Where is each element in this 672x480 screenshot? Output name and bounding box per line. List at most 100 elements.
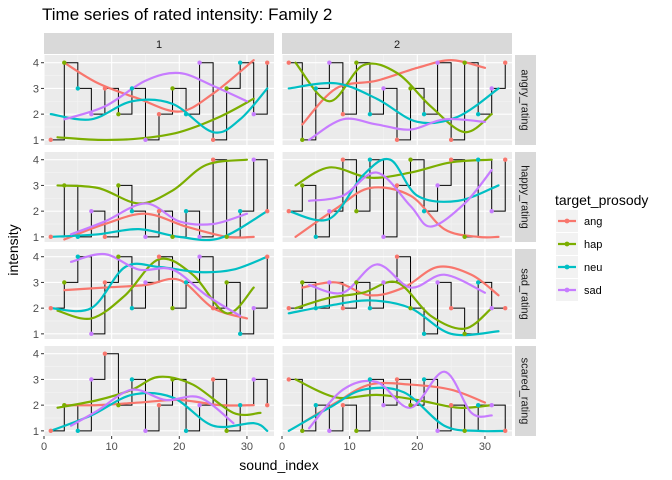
- data-point-ang: [102, 234, 108, 240]
- y-tick-label: 1: [33, 426, 39, 438]
- data-point-hap: [300, 137, 305, 143]
- data-point-hap: [170, 305, 175, 311]
- data-point-hap: [116, 254, 121, 259]
- data-point-sad: [197, 402, 202, 408]
- data-point-neu: [129, 305, 135, 311]
- series-line-hap: [294, 158, 493, 187]
- data-point-ang: [265, 402, 270, 408]
- data-point-ang: [286, 60, 291, 65]
- data-point-neu: [367, 157, 373, 162]
- y-tick-label: 3: [33, 374, 39, 386]
- data-point-hap: [170, 377, 175, 382]
- data-point-neu: [475, 402, 481, 408]
- data-point-sad: [381, 234, 386, 240]
- data-point-neu: [183, 280, 189, 285]
- data-point-ang: [503, 305, 508, 311]
- data-point-hap: [462, 428, 467, 434]
- data-point-sad: [435, 183, 440, 188]
- legend-entry: hap: [556, 233, 602, 255]
- data-point-ang: [448, 305, 454, 311]
- data-point-sad: [327, 280, 332, 285]
- series-line-neu: [49, 210, 269, 242]
- data-point-ang: [286, 377, 291, 382]
- series-line-neu: [287, 81, 500, 125]
- legend-key-point: [564, 218, 570, 224]
- step-line: [288, 378, 506, 432]
- data-point-neu: [421, 208, 427, 214]
- data-point-ang: [394, 183, 400, 188]
- facet-panel: [281, 152, 512, 242]
- data-point-hap: [408, 305, 413, 311]
- data-point-hap: [408, 402, 413, 408]
- data-point-ang: [156, 208, 162, 214]
- data-point-sad: [197, 234, 202, 240]
- y-tick-label: 2: [33, 303, 39, 315]
- data-point-sad: [489, 208, 494, 214]
- data-point-ang: [265, 208, 270, 214]
- data-point-ang: [286, 305, 291, 311]
- data-point-ang: [156, 402, 162, 408]
- series-line-neu: [287, 299, 500, 337]
- legend-label: sad: [584, 285, 602, 297]
- data-point-sad: [381, 86, 386, 91]
- facet-strip-top: [282, 33, 512, 54]
- series-line-hap: [294, 378, 493, 409]
- data-point-hap: [116, 402, 121, 408]
- y-tick-label: 1: [33, 135, 39, 147]
- data-point-neu: [421, 377, 427, 382]
- y-tick-label: 3: [33, 277, 39, 289]
- facet-strip-top-label: 1: [156, 39, 162, 51]
- y-tick-label: 4: [33, 155, 39, 167]
- data-point-ang: [102, 351, 108, 356]
- facet-strip-right: [515, 152, 536, 242]
- x-tick-label: 10: [106, 441, 118, 453]
- data-point-sad: [435, 280, 440, 285]
- data-point-ang: [265, 254, 270, 259]
- data-point-hap: [224, 280, 229, 285]
- series-line-neu: [287, 386, 507, 433]
- data-point-ang: [265, 60, 270, 65]
- facet-panel: 1 2 3 4: [33, 152, 274, 244]
- data-point-ang: [394, 377, 400, 382]
- series-line-neu: [49, 87, 269, 134]
- facet-panel: 0 10 20 30: [279, 346, 512, 453]
- data-point-hap: [62, 60, 67, 65]
- data-point-hap: [462, 331, 467, 337]
- data-point-ang: [503, 60, 508, 65]
- x-tick-label: 30: [479, 441, 491, 453]
- data-point-hap: [354, 280, 359, 285]
- data-point-neu: [367, 111, 373, 117]
- y-tick-label: 3: [33, 180, 39, 192]
- y-tick-label: 4: [33, 349, 39, 361]
- data-point-hap: [354, 428, 359, 434]
- data-point-neu: [313, 234, 319, 240]
- data-point-neu: [237, 208, 243, 214]
- legend-label: hap: [584, 239, 602, 251]
- data-point-hap: [462, 60, 467, 65]
- data-point-sad: [251, 157, 256, 162]
- data-point-ang: [48, 137, 53, 143]
- data-point-ang: [48, 305, 53, 311]
- data-point-sad: [251, 377, 256, 382]
- series-line-sad: [69, 202, 249, 236]
- series-line-ang: [294, 186, 500, 239]
- data-point-sad: [89, 331, 94, 337]
- facet-strip-right-label: angry_rating: [519, 69, 531, 130]
- series-line-hap: [294, 61, 493, 134]
- data-point-neu: [313, 86, 319, 91]
- data-point-hap: [170, 86, 175, 91]
- legend-key-point: [564, 264, 570, 270]
- data-point-sad: [89, 377, 94, 382]
- data-point-neu: [75, 428, 81, 434]
- series-line-hap: [294, 280, 493, 330]
- x-tick-label: 30: [241, 441, 253, 453]
- data-point-neu: [313, 402, 319, 408]
- legend-key-point: [564, 287, 570, 293]
- data-point-ang: [340, 305, 346, 311]
- series-line-sad: [69, 388, 235, 427]
- data-point-hap: [408, 86, 413, 91]
- facet-panel: [281, 55, 512, 145]
- data-point-hap: [170, 234, 175, 240]
- data-point-neu: [475, 157, 481, 162]
